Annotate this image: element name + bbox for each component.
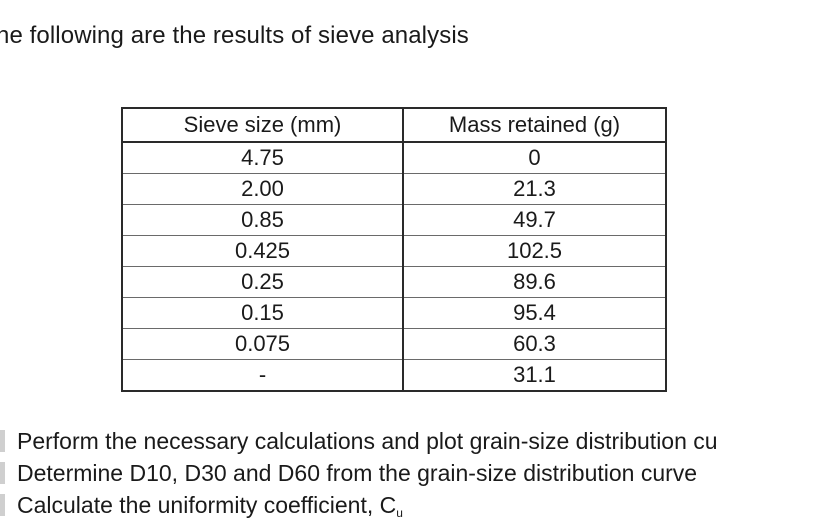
subscript-u: u [396,506,403,520]
mass-retained-cell: 60.3 [402,328,667,360]
sieve-size-cell: 0.425 [121,235,404,267]
mass-retained-cell: 31.1 [402,359,667,392]
mass-retained-cell: 21.3 [402,173,667,205]
sieve-size-cell: 0.85 [121,204,404,236]
table-row: 0.425 102.5 [121,235,667,267]
task-list: Perform the necessary calculations and p… [17,425,718,529]
table-row: 2.00 21.3 [121,173,667,205]
mass-retained-cell: 0 [402,142,667,174]
table-row: 0.075 60.3 [121,328,667,360]
column-header-mass-retained: Mass retained (g) [402,108,667,143]
mass-retained-cell: 49.7 [402,204,667,236]
table-row: - 31.1 [121,359,667,392]
mass-retained-cell: 102.5 [402,235,667,267]
list-marker [0,462,5,484]
table-row: 4.75 0 [121,142,667,174]
task-text: Calculate the uniformity coefficient, C [17,492,397,518]
task-item: Perform the necessary calculations and p… [17,428,718,454]
sieve-size-cell: 4.75 [121,142,404,174]
sieve-size-cell: - [121,359,404,392]
sieve-size-cell: 0.25 [121,266,404,298]
list-marker [0,430,5,452]
sieve-size-cell: 2.00 [121,173,404,205]
task-item: Calculate the uniformity coefficient, Cu [17,489,718,529]
column-header-sieve-size: Sieve size (mm) [121,108,404,143]
sieve-size-cell: 0.075 [121,328,404,360]
sieve-size-cell: 0.15 [121,297,404,329]
task-item: Determine D10, D30 and D60 from the grai… [17,460,698,486]
sieve-analysis-table: Sieve size (mm) Mass retained (g) 4.75 0… [121,107,667,392]
table-header-row: Sieve size (mm) Mass retained (g) [121,108,667,143]
list-marker [0,494,5,516]
table-row: 0.25 89.6 [121,266,667,298]
table-row: 0.15 95.4 [121,297,667,329]
intro-text: he following are the results of sieve an… [0,22,469,49]
mass-retained-cell: 89.6 [402,266,667,298]
table-row: 0.85 49.7 [121,204,667,236]
mass-retained-cell: 95.4 [402,297,667,329]
